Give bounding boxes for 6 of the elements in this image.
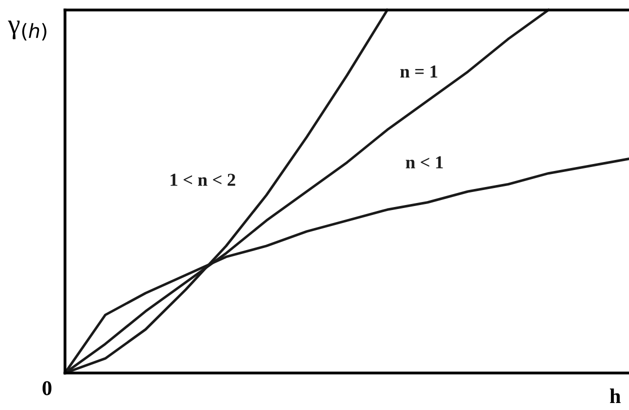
text: 0: [42, 381, 52, 396]
series-label: 1 < n < 2: [170, 174, 236, 186]
x-axis-title: h: [610, 388, 621, 404]
series-label: n = 1: [400, 66, 438, 78]
y-axis-title: γ$_{(h)}$: [8, 20, 46, 40]
series-label: n < 1: [406, 156, 443, 168]
